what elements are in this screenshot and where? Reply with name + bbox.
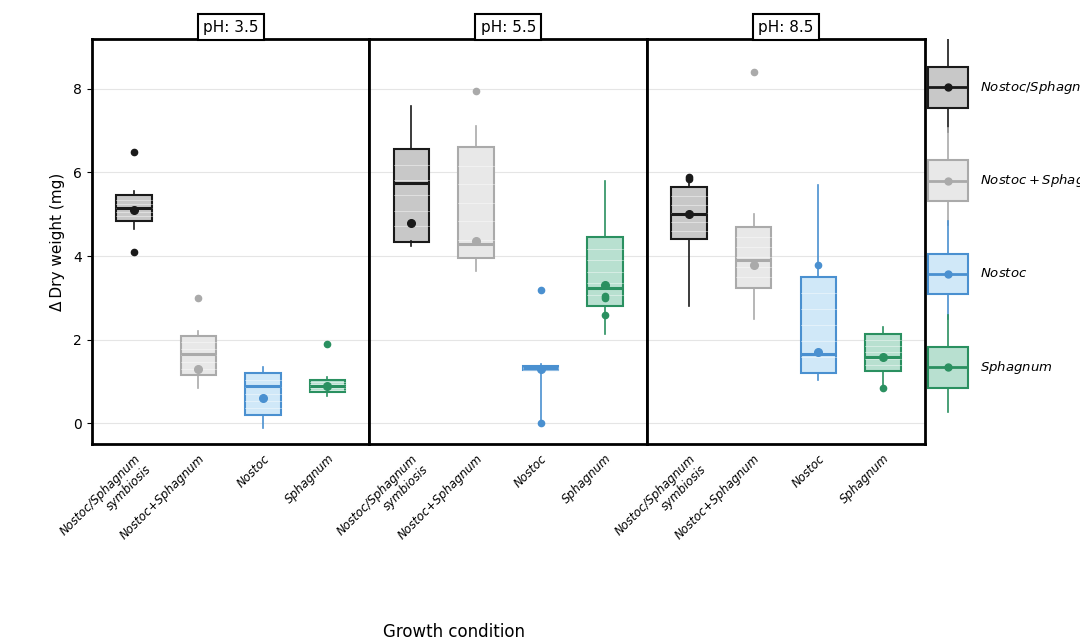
- Bar: [865, 334, 901, 371]
- Text: Nostoc: Nostoc: [234, 452, 272, 490]
- Text: Nostoc/Sphagnum
symbiosis: Nostoc/Sphagnum symbiosis: [612, 452, 708, 549]
- Text: Nostoc/Sphagnum
symbiosis: Nostoc/Sphagnum symbiosis: [335, 452, 431, 549]
- Bar: [180, 336, 216, 375]
- Bar: [523, 366, 558, 370]
- Bar: [458, 147, 494, 258]
- Text: $\it{Nostoc/Sphagnum}$ symbiosis: $\it{Nostoc/Sphagnum}$ symbiosis: [980, 79, 1080, 96]
- Bar: [310, 379, 346, 392]
- Title: pH: 3.5: pH: 3.5: [203, 20, 258, 35]
- Text: Sphagnum: Sphagnum: [282, 452, 337, 506]
- Text: $\it{Nostoc}$: $\it{Nostoc}$: [980, 267, 1027, 280]
- FancyBboxPatch shape: [928, 347, 968, 388]
- Text: Nostoc: Nostoc: [789, 452, 827, 490]
- Text: Sphagnum: Sphagnum: [561, 452, 615, 506]
- Bar: [735, 227, 771, 287]
- Bar: [116, 196, 151, 221]
- Title: pH: 8.5: pH: 8.5: [758, 20, 813, 35]
- Text: Nostoc+Sphagnum: Nostoc+Sphagnum: [395, 452, 485, 542]
- Text: Growth condition: Growth condition: [382, 623, 525, 641]
- Text: Nostoc+Sphagnum: Nostoc+Sphagnum: [118, 452, 207, 542]
- FancyBboxPatch shape: [928, 254, 968, 294]
- Title: pH: 5.5: pH: 5.5: [481, 20, 536, 35]
- Bar: [588, 238, 623, 307]
- Text: Nostoc/Sphagnum
symbiosis: Nostoc/Sphagnum symbiosis: [57, 452, 153, 549]
- Text: $\it{Nostoc+Sphagnum}$: $\it{Nostoc+Sphagnum}$: [980, 172, 1080, 189]
- FancyBboxPatch shape: [928, 160, 968, 201]
- Y-axis label: Δ Dry weight (mg): Δ Dry weight (mg): [50, 173, 65, 310]
- Bar: [394, 149, 429, 242]
- Bar: [245, 374, 281, 415]
- Bar: [800, 277, 836, 374]
- Text: Sphagnum: Sphagnum: [838, 452, 892, 506]
- Text: Nostoc: Nostoc: [512, 452, 550, 490]
- FancyBboxPatch shape: [928, 67, 968, 108]
- Bar: [672, 187, 707, 240]
- Text: Nostoc+Sphagnum: Nostoc+Sphagnum: [673, 452, 762, 542]
- Text: $\it{Sphagnum}$: $\it{Sphagnum}$: [980, 359, 1052, 375]
